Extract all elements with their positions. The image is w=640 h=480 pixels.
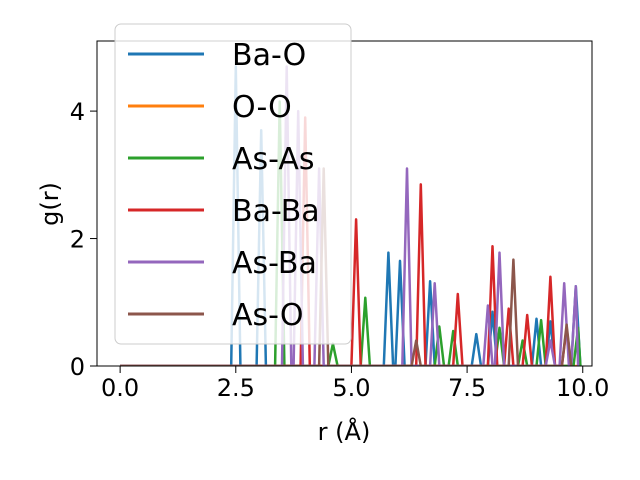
legend: Ba-O O-O As-As Ba-Ba As-Ba As-O xyxy=(114,23,352,345)
series-line-ba-ba xyxy=(120,116,573,366)
y-tick-label: 4 xyxy=(70,98,85,126)
legend-label-ba-ba: Ba-Ba xyxy=(232,194,320,229)
y-axis-label: g(r) xyxy=(36,182,64,226)
x-axis-label: r (Å) xyxy=(318,417,371,446)
series-line-as-as xyxy=(120,100,582,366)
legend-label-o-o: O-O xyxy=(232,90,292,125)
x-tick-label: 0.0 xyxy=(101,374,139,402)
legend-box xyxy=(114,23,352,345)
x-tick-label: 5.0 xyxy=(332,374,370,402)
y-tick-label: 2 xyxy=(70,226,85,254)
legend-label-as-ba: As-Ba xyxy=(232,246,317,281)
y-tick-label: 0 xyxy=(70,353,85,381)
x-tick-label: 7.5 xyxy=(448,374,486,402)
legend-label-as-as: As-As xyxy=(232,142,314,177)
legend-label-ba-o: Ba-O xyxy=(232,38,306,73)
y-axis-ticks: 0 2 4 xyxy=(70,98,97,381)
legend-label-as-o: As-O xyxy=(232,298,303,333)
x-tick-label: 10.0 xyxy=(556,374,609,402)
x-axis-ticks: 0.0 2.5 5.0 7.5 10.0 xyxy=(101,366,609,402)
x-tick-label: 2.5 xyxy=(217,374,255,402)
